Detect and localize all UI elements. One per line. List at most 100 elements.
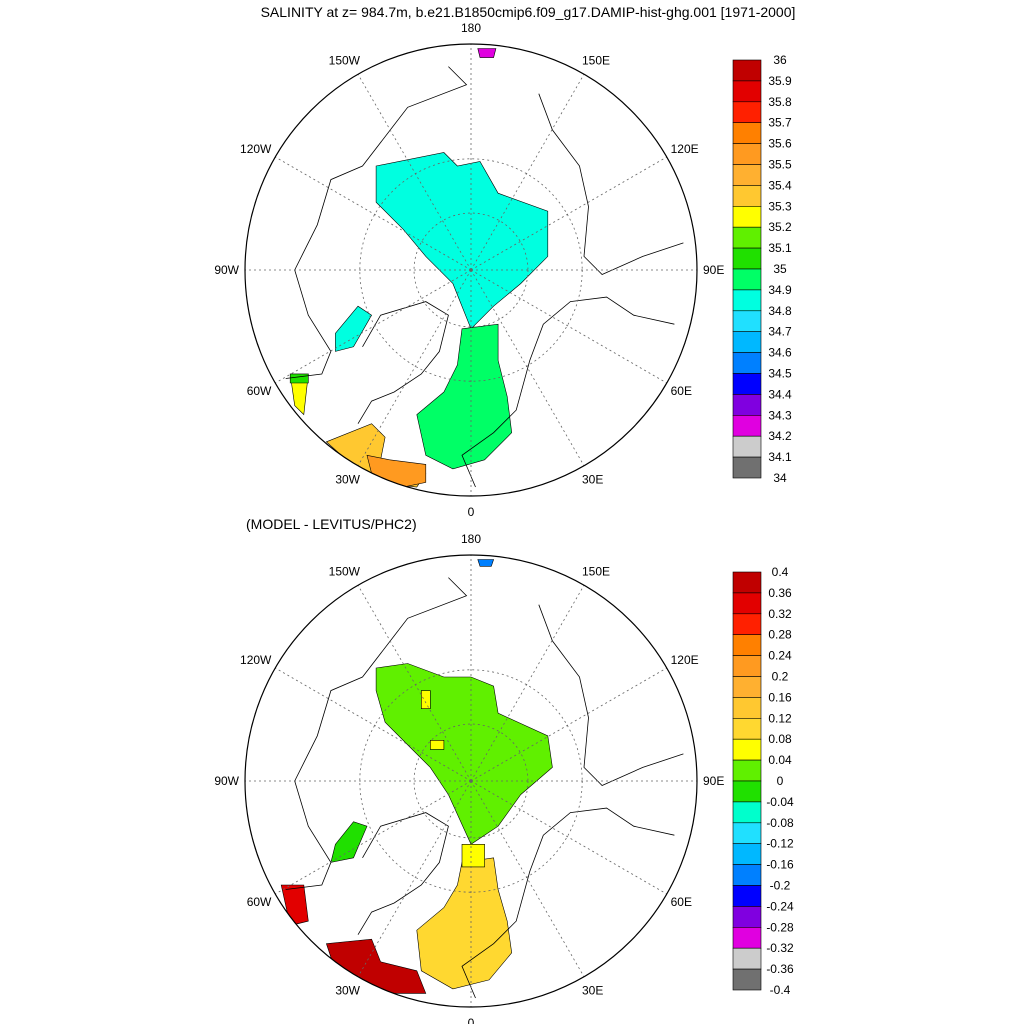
colorbar-label: 0	[777, 774, 784, 788]
colorbar-box-19	[732, 435, 762, 458]
colorbar-label: -0.16	[766, 858, 794, 872]
top-colorbar: 36 35.9 35.8 35.7 35.6 35.5 35.4 35.3 35.2 35.1 35…	[732, 53, 792, 485]
colorbar-box-16	[732, 885, 762, 907]
top-map-panel: 180 150E 120E 90E 60E 30E 0 30W 60W 90W 120W 150W	[214, 21, 724, 519]
colorbar-box-5	[732, 655, 762, 677]
meridian-240	[275, 269, 472, 384]
meridian-240	[275, 780, 472, 895]
colorbar-box-14	[732, 331, 762, 353]
colorbar-box-2	[732, 80, 762, 103]
colorbar-box-15	[732, 352, 762, 374]
colorbar-label: -0.2	[770, 879, 791, 893]
labrador-green-fill	[289, 373, 309, 384]
coastline-2	[461, 296, 675, 488]
lon-label-90W: 90W	[214, 774, 239, 788]
bering-fill	[477, 559, 495, 567]
colorbar-box-10	[732, 759, 762, 782]
coastline-3	[538, 93, 684, 275]
colorbar-label: 0.32	[768, 607, 792, 621]
colorbar-label: 34.1	[768, 450, 792, 464]
lon-label-90W: 90W	[214, 263, 239, 277]
lon-label-30W: 30W	[335, 473, 360, 487]
colorbar-label: -0.24	[766, 899, 794, 913]
lon-label-150E: 150E	[582, 53, 610, 67]
lon-label-30W: 30W	[335, 984, 360, 998]
arctic-basin-fill	[375, 663, 553, 845]
colorbar-label: -0.08	[766, 816, 794, 830]
colorbar-label: 35.4	[768, 178, 792, 192]
top-title: SALINITY at z= 984.7m, b.e21.B1850cmip6.…	[261, 4, 796, 20]
map-boundary	[244, 554, 698, 1008]
colorbar-box-1	[732, 59, 762, 82]
colorbar-label: -0.32	[766, 941, 794, 955]
bottom-colorbar: 0.4 0.36 0.32 0.28 0.24 0.2 0.16 0.12 0.08 0.04 0 -…	[732, 565, 794, 997]
map-boundary	[244, 43, 698, 497]
coastline-1	[285, 577, 468, 890]
colorbar-label: 0.28	[768, 628, 792, 642]
colorbar-box-1	[732, 571, 762, 594]
bering-fill	[477, 48, 497, 58]
colorbar-box-15	[732, 864, 762, 886]
colorbar-label: 35.3	[768, 199, 792, 213]
colorbar-label: 35.2	[768, 220, 792, 234]
colorbar-label: 0.2	[772, 670, 789, 684]
colorbar-label: -0.36	[766, 962, 794, 976]
colorbar-box-19	[732, 947, 762, 970]
colorbar-box-3	[732, 613, 762, 635]
colorbar-box-7	[732, 697, 762, 719]
colorbar-box-18	[732, 926, 762, 949]
arctic-yellow-spot-1	[420, 690, 431, 710]
colorbar-label: 34.2	[768, 429, 792, 443]
colorbar-label: 34.7	[768, 325, 792, 339]
bottom-map-panel: 180 150E 120E 90E 60E 30E 0 30W 60W 90W 120W 150W	[214, 532, 724, 1024]
colorbar-label: -0.28	[766, 920, 794, 934]
coastline-4	[357, 301, 449, 424]
colorbar-label: -0.12	[766, 837, 794, 851]
colorbar-label: 34	[773, 471, 787, 485]
colorbar-box-16	[732, 373, 762, 395]
lon-label-60E: 60E	[671, 384, 692, 398]
lon-label-60W: 60W	[247, 895, 272, 909]
lon-label-0: 0	[468, 1016, 475, 1024]
lon-label-180: 180	[461, 532, 481, 546]
colorbar-label: 35.1	[768, 241, 792, 255]
coastline-3	[538, 604, 684, 786]
lon-label-120E: 120E	[671, 142, 699, 156]
colorbar-label: 35.9	[768, 74, 792, 88]
nordic-seas-fill	[416, 323, 513, 470]
lon-label-0: 0	[468, 505, 475, 519]
lon-label-30E: 30E	[582, 473, 603, 487]
nordic-yellow-fill	[461, 843, 485, 868]
colorbar-label: 35.6	[768, 137, 792, 151]
colorbar-box-10	[732, 247, 762, 270]
colorbar-label: 36	[773, 53, 787, 67]
arctic-basin-fill	[375, 152, 549, 330]
colorbar-box-18	[732, 414, 762, 437]
colorbar-box-5	[732, 143, 762, 165]
colorbar-label: 35	[773, 262, 787, 276]
lon-label-90E: 90E	[703, 263, 724, 277]
coastline-1	[285, 66, 468, 379]
colorbar-box-4	[732, 122, 762, 144]
colorbar-box-11	[732, 780, 762, 803]
lon-label-30E: 30E	[582, 984, 603, 998]
map-content	[245, 44, 697, 496]
colorbar-box-17	[732, 906, 762, 928]
lon-label-90E: 90E	[703, 774, 724, 788]
colorbar-label: 0.24	[768, 649, 792, 663]
map-content	[245, 555, 697, 1007]
colorbar-box-9	[732, 226, 762, 249]
bottom-title: (MODEL - LEVITUS/PHC2)	[246, 516, 417, 532]
lon-label-120W: 120W	[240, 653, 272, 667]
lon-label-60W: 60W	[247, 384, 272, 398]
colorbar-label: -0.4	[770, 983, 791, 997]
colorbar-box-14	[732, 843, 762, 865]
colorbar-box-12	[732, 289, 762, 312]
lon-label-180: 180	[461, 21, 481, 35]
colorbar-label: 34.9	[768, 283, 792, 297]
colorbar-box-17	[732, 394, 762, 416]
lon-label-150W: 150W	[329, 53, 361, 67]
colorbar-label: 0.16	[768, 690, 792, 704]
colorbar-box-13	[732, 310, 762, 332]
